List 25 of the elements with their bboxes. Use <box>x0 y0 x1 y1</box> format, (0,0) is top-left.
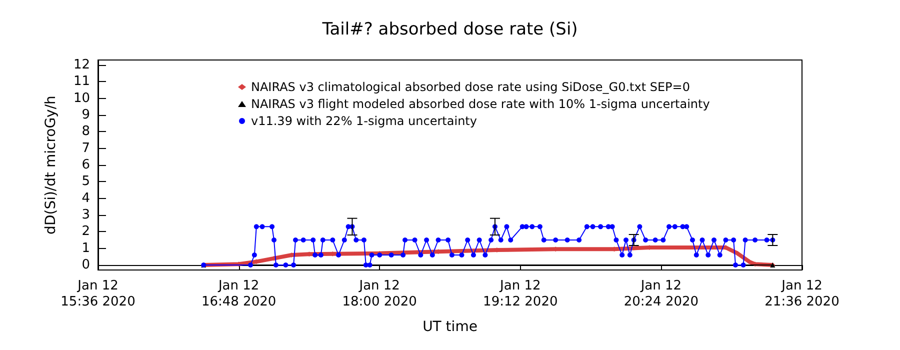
legend-label: NAIRAS v3 climatological absorbed dose rate using SiDose_G0.txt SEP=0 <box>251 80 690 94</box>
y-tick-label: 3 <box>82 208 90 222</box>
y-tick-label: 0 <box>82 258 90 272</box>
y-axis-title: dD(Si)/dt microGy/h <box>43 96 59 234</box>
x-tick-label: Jan 12 18:00 2020 <box>342 278 417 310</box>
y-tick-label: 8 <box>82 124 90 140</box>
y-tick-label: 1 <box>82 240 90 256</box>
x-tick-label: Jan 12 21:36 2020 <box>764 278 840 310</box>
y-tick-label: 5 <box>82 174 90 190</box>
x-axis-title: UT time <box>422 319 478 335</box>
y-tick-label: 10 <box>73 90 90 106</box>
x-tick-label: Jan 12 20:24 2020 <box>624 278 699 310</box>
y-tick-label: 9 <box>82 108 90 122</box>
legend-label: v11.39 with 22% 1-sigma uncertainty <box>251 114 477 128</box>
chart-title: Tail#? absorbed dose rate (Si) <box>321 20 578 40</box>
y-tick-label: 2 <box>82 224 90 240</box>
legend-label: NAIRAS v3 flight modeled absorbed dose rate with 10% 1-sigma uncertainty <box>251 97 710 111</box>
x-tick-label: Jan 12 16:48 2020 <box>201 278 276 310</box>
y-tick-label: 12 <box>73 58 90 72</box>
y-tick-label: 4 <box>82 190 90 206</box>
y-tick-label: 6 <box>82 158 90 172</box>
x-tick-label: Jan 12 19:12 2020 <box>483 278 558 310</box>
y-tick-label: 11 <box>73 74 90 90</box>
y-tick-label: 7 <box>82 140 90 156</box>
x-tick-label: Jan 12 15:36 2020 <box>60 278 136 310</box>
